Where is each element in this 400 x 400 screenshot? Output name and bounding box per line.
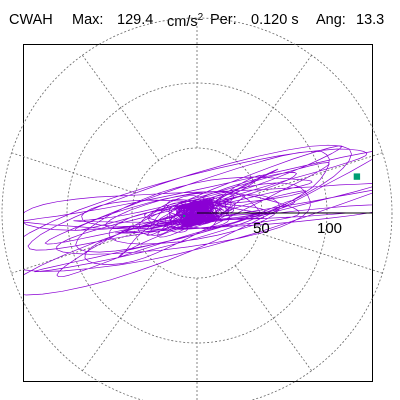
ang-label: Ang:	[316, 12, 346, 28]
orbit-trace	[24, 144, 372, 296]
max-label: Max:	[72, 12, 104, 28]
plot-frame	[23, 44, 373, 382]
grid-spoke	[258, 152, 383, 194]
radial-tick-label: 100	[317, 220, 342, 237]
particle-motion-orbit	[24, 144, 372, 296]
per-value: 0.120 s	[251, 12, 299, 28]
ang-value: 13.3	[356, 12, 385, 28]
max-unit-exponent: 2	[197, 12, 204, 23]
peak-marker	[353, 173, 361, 180]
origin-marker	[183, 214, 186, 217]
grid-spoke	[258, 232, 383, 274]
max-unit: cm/s2	[167, 12, 203, 30]
peak-markers	[183, 173, 361, 217]
title-bar: CWAH Max: 129.4 cm/s2 Per: 0.120 s Ang: …	[0, 6, 400, 34]
station-code: CWAH	[9, 12, 53, 28]
grid-spoke	[234, 265, 312, 371]
max-unit-base: cm/s	[167, 14, 198, 30]
grid-spoke	[82, 265, 160, 371]
tick-labels: 50 100	[253, 220, 342, 237]
grid-spoke	[11, 152, 136, 194]
max-value: 129.4	[117, 12, 154, 28]
grid-ring	[1, 17, 393, 400]
grid-spoke	[82, 55, 160, 161]
radial-tick-label: 50	[253, 220, 270, 237]
grid-spoke	[234, 55, 312, 161]
